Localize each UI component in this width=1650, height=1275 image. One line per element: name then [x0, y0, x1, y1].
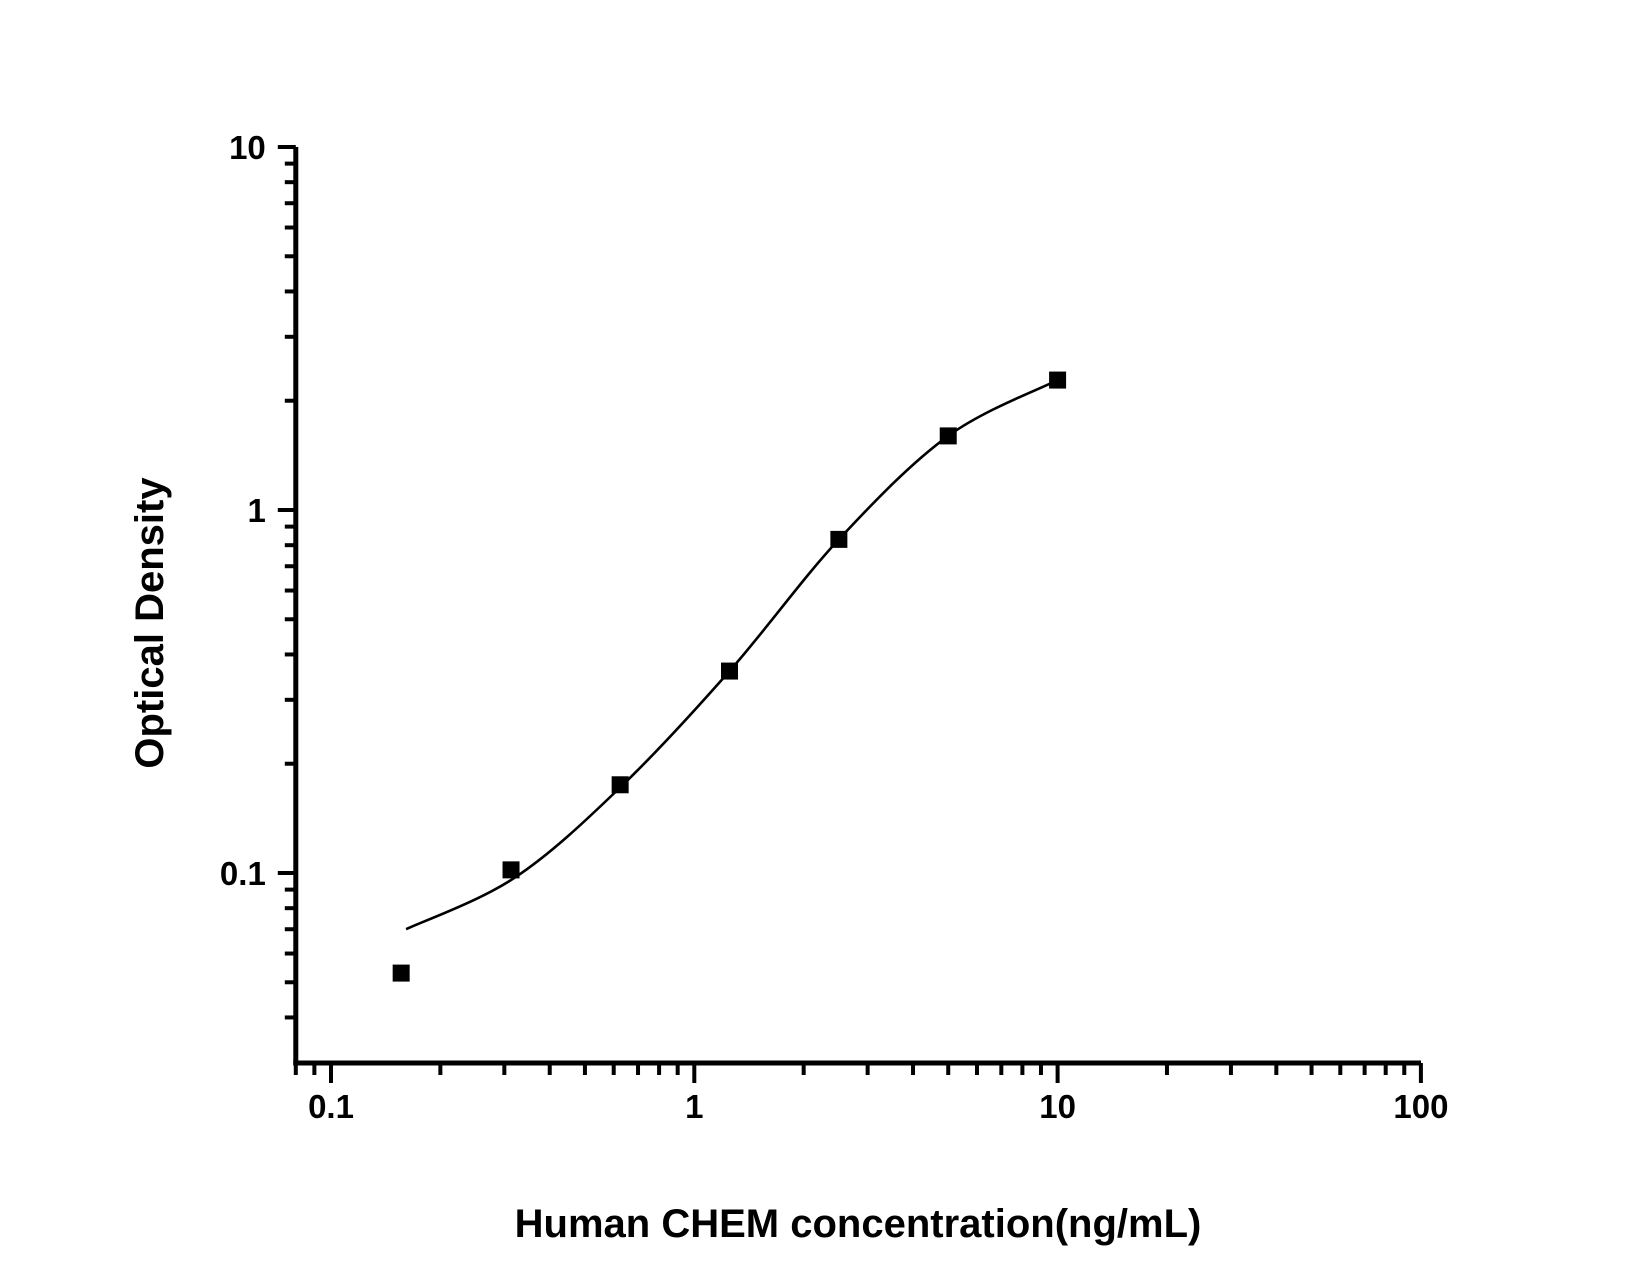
data-point-marker: [939, 427, 957, 445]
y-axis-title: Optical Density: [128, 477, 172, 769]
x-tick-label: 1: [685, 1088, 703, 1125]
data-point-marker: [502, 861, 520, 879]
x-tick-label: 100: [1393, 1088, 1448, 1125]
x-tick-label: 0.1: [308, 1088, 354, 1125]
data-point-marker: [721, 662, 739, 680]
y-tick-label: 10: [229, 129, 266, 166]
y-tick-label: 1: [247, 492, 265, 529]
axis-tick-labels: 0.1 1 10 100 10 1 0.1: [220, 129, 1449, 1125]
x-axis-title: Human CHEM concentration(ng/mL): [515, 1202, 1202, 1246]
data-point-marker: [830, 530, 848, 548]
x-tick-label: 10: [1039, 1088, 1076, 1125]
y-tick-label: 0.1: [220, 855, 266, 892]
data-point-marker: [392, 964, 410, 982]
data-point-marker: [1049, 371, 1067, 389]
data-point-marker: [611, 776, 629, 794]
data-points: [392, 371, 1067, 982]
fit-curve-line: [405, 378, 1059, 931]
axes: [293, 147, 1421, 1066]
axis-ticks: [277, 145, 1423, 1083]
